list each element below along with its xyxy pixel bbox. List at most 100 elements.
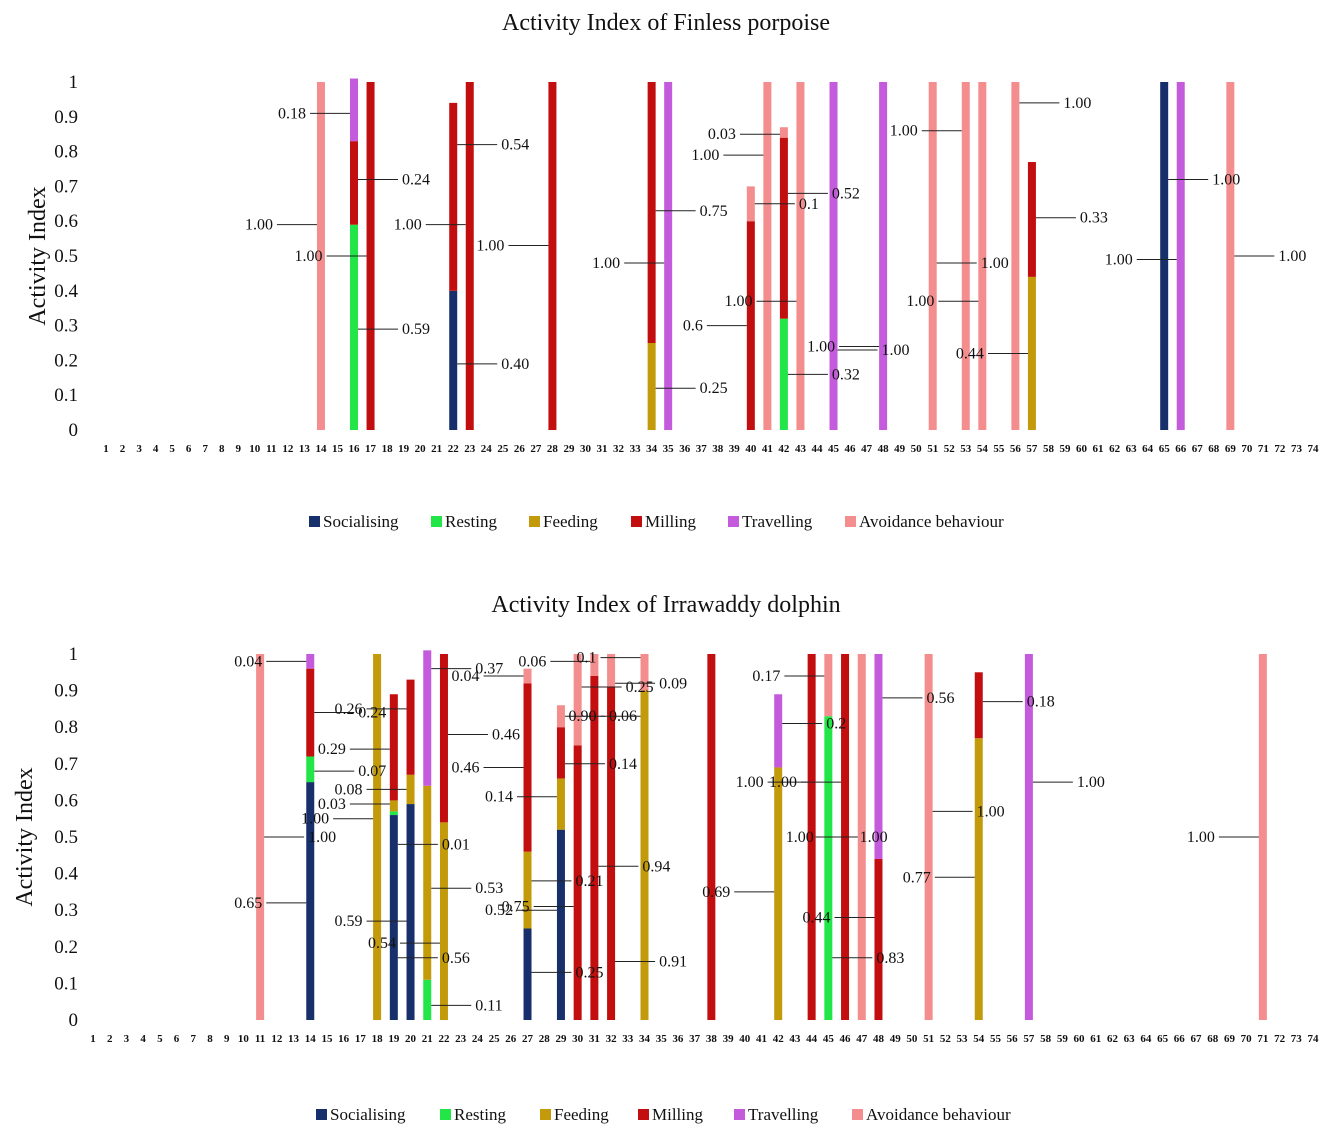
x-tick-label: 29 bbox=[563, 443, 575, 455]
bar-segment-milling bbox=[406, 679, 415, 775]
x-tick-label: 46 bbox=[840, 1033, 852, 1045]
data-label: 1.00 bbox=[394, 217, 422, 234]
x-tick-label: 36 bbox=[672, 1033, 684, 1045]
legend-swatch-avoidance-behaviour bbox=[852, 1109, 863, 1120]
x-tick-label: 70 bbox=[1241, 1033, 1253, 1045]
bar-segment-avoidance-behaviour bbox=[779, 127, 788, 138]
x-tick-label: 63 bbox=[1126, 443, 1138, 455]
bar-segment-milling bbox=[366, 82, 375, 430]
irrawaddy-dolphin-chart-svg: Activity Index of Irrawaddy dolphin Activ… bbox=[12, 592, 1319, 1124]
x-tick-label: 48 bbox=[873, 1033, 885, 1045]
data-label: 0.26 bbox=[335, 701, 363, 718]
x-tick-label: 56 bbox=[1010, 443, 1022, 455]
y-tick-label: 0.9 bbox=[54, 681, 78, 702]
x-tick-label: 42 bbox=[773, 1033, 785, 1045]
chart-title: Activity Index of Finless porpoise bbox=[502, 10, 830, 36]
y-tick-label: 1 bbox=[69, 72, 79, 93]
data-label: 1.00 bbox=[691, 147, 719, 164]
bar-segment-milling bbox=[707, 654, 716, 1020]
x-tick-label: 73 bbox=[1291, 443, 1303, 455]
y-tick-label: 0.9 bbox=[54, 107, 78, 128]
x-tick-label: 62 bbox=[1107, 1033, 1119, 1045]
bar-segment-feeding bbox=[640, 690, 649, 1020]
x-tick-label: 10 bbox=[249, 443, 261, 455]
data-label: 1.00 bbox=[981, 255, 1009, 272]
data-label: 1.00 bbox=[1187, 829, 1215, 846]
data-label: 0.69 bbox=[702, 884, 730, 901]
x-tick-label: 41 bbox=[762, 443, 773, 455]
y-tick-label: 0.5 bbox=[54, 246, 78, 267]
x-tick-label: 6 bbox=[174, 1033, 180, 1045]
x-tick-label: 5 bbox=[169, 443, 175, 455]
bar-segment-resting bbox=[306, 756, 315, 783]
data-label: 0.03 bbox=[318, 796, 346, 813]
bar-segment-milling bbox=[1027, 162, 1036, 277]
bar-segment-resting bbox=[389, 811, 398, 816]
bar-segment-travelling bbox=[829, 82, 838, 430]
data-label: 0.37 bbox=[475, 661, 503, 678]
legend-label-avoidance-behaviour: Avoidance behaviour bbox=[866, 1105, 1011, 1124]
legend-swatch-resting bbox=[431, 516, 442, 527]
data-label: 1.00 bbox=[786, 829, 814, 846]
data-label: 0.33 bbox=[1080, 210, 1108, 227]
x-tick-label: 20 bbox=[415, 443, 427, 455]
legend-swatch-resting bbox=[440, 1109, 451, 1120]
legend-swatch-travelling bbox=[734, 1109, 745, 1120]
y-tick-label: 0.1 bbox=[54, 973, 78, 994]
data-label: 0.65 bbox=[234, 895, 262, 912]
bar-segment-milling bbox=[548, 82, 557, 430]
x-tick-label: 50 bbox=[911, 443, 923, 455]
x-tick-label: 62 bbox=[1109, 443, 1121, 455]
x-tick-label: 10 bbox=[238, 1033, 250, 1045]
data-label: 0.1 bbox=[577, 650, 597, 667]
data-label: 0.56 bbox=[926, 690, 954, 707]
bar-segment-feeding bbox=[774, 767, 783, 1020]
y-tick-label: 0 bbox=[69, 420, 79, 441]
data-label: 1.00 bbox=[1063, 95, 1091, 112]
x-tick-label: 16 bbox=[338, 1033, 350, 1045]
y-tick-label: 0.5 bbox=[54, 827, 78, 848]
bar-segment-avoidance-behaviour bbox=[824, 654, 833, 717]
bar-segment-milling bbox=[779, 137, 788, 319]
y-tick-label: 0.8 bbox=[54, 717, 78, 738]
legend-label-milling: Milling bbox=[652, 1105, 704, 1124]
x-tick-label: 9 bbox=[224, 1033, 230, 1045]
x-tick-label: 3 bbox=[124, 1033, 130, 1045]
data-label: 1.00 bbox=[476, 238, 504, 255]
x-tick-label: 14 bbox=[305, 1033, 317, 1045]
data-label: 0.25 bbox=[576, 964, 604, 981]
bar-segment-resting bbox=[350, 224, 359, 430]
data-label: 1.00 bbox=[592, 255, 620, 272]
x-tick-label: 43 bbox=[795, 443, 807, 455]
data-label: 0.77 bbox=[903, 869, 931, 886]
x-tick-label: 57 bbox=[1026, 443, 1038, 455]
x-tick-label: 24 bbox=[481, 443, 493, 455]
data-label: 1.00 bbox=[1278, 248, 1306, 265]
x-tick-label: 19 bbox=[388, 1033, 400, 1045]
bar-segment-socialising bbox=[449, 290, 458, 430]
x-tick-label: 34 bbox=[639, 1033, 651, 1045]
x-tick-label: 21 bbox=[422, 1033, 433, 1045]
x-tick-label: 51 bbox=[923, 1033, 934, 1045]
data-label: 1.00 bbox=[1077, 774, 1105, 791]
bar-segment-milling bbox=[465, 82, 474, 430]
x-tick-label: 39 bbox=[729, 443, 741, 455]
x-tick-label: 25 bbox=[489, 1033, 501, 1045]
x-tick-label: 51 bbox=[927, 443, 938, 455]
x-tick-label: 38 bbox=[712, 443, 724, 455]
data-label: 0.46 bbox=[492, 727, 520, 744]
data-label: 1.00 bbox=[1212, 171, 1240, 188]
bar-segment-avoidance-behaviour bbox=[961, 82, 970, 430]
x-tick-label: 13 bbox=[299, 443, 311, 455]
x-tick-label: 49 bbox=[890, 1033, 902, 1045]
x-tick-label: 50 bbox=[906, 1033, 918, 1045]
bar-segment-travelling bbox=[874, 654, 883, 859]
data-label: 0.2 bbox=[826, 716, 846, 733]
x-tick-label: 22 bbox=[448, 443, 460, 455]
x-tick-label: 22 bbox=[438, 1033, 450, 1045]
bar-segment-avoidance-behaviour bbox=[607, 654, 616, 687]
x-tick-label: 72 bbox=[1274, 1033, 1286, 1045]
x-tick-label: 11 bbox=[266, 443, 276, 455]
x-tick-label: 27 bbox=[530, 443, 542, 455]
data-label: 1.00 bbox=[977, 803, 1005, 820]
